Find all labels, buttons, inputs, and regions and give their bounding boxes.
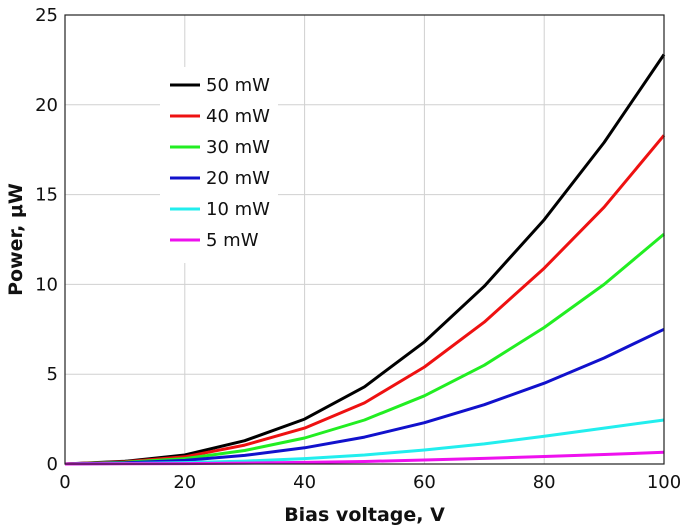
x-tick-label: 100: [647, 472, 681, 493]
legend-box: [160, 67, 278, 263]
series-lines: [64, 53, 666, 466]
x-tick-label: 0: [59, 472, 70, 493]
y-tick-label: 0: [47, 454, 58, 475]
legend-label: 50 mW: [206, 75, 270, 96]
x-tick-label: 60: [413, 472, 436, 493]
legend-label: 10 mW: [206, 199, 270, 220]
y-tick-label: 25: [35, 5, 58, 26]
x-tick-label: 20: [173, 472, 196, 493]
x-axis-label: Bias voltage, V: [284, 504, 445, 526]
y-tick-label: 10: [35, 274, 58, 295]
tick-labels: 0 20 40 60 80 100 0 5 10 15 20 25: [35, 5, 681, 493]
y-tick-label: 5: [47, 364, 58, 385]
plot-frame: [64, 14, 665, 465]
legend: 50 mW 40 mW 30 mW 20 mW 10 mW 5 mW: [160, 67, 278, 263]
legend-label: 5 mW: [206, 230, 259, 251]
y-tick-label: 15: [35, 185, 58, 206]
legend-label: 30 mW: [206, 137, 270, 158]
series-line: [64, 232, 665, 466]
x-tick-label: 80: [533, 472, 556, 493]
series-line: [64, 327, 665, 466]
y-axis-label: Power, μW: [5, 183, 27, 296]
legend-label: 40 mW: [206, 106, 270, 127]
y-tick-label: 20: [35, 95, 58, 116]
legend-label: 20 mW: [206, 168, 270, 189]
series-line: [64, 134, 666, 466]
x-tick-label: 40: [293, 472, 316, 493]
